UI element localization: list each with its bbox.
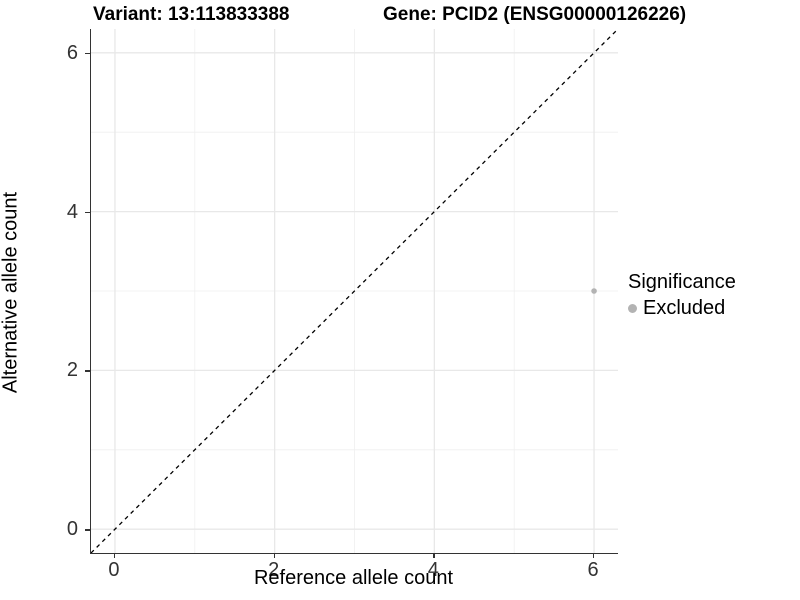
data-point bbox=[591, 288, 597, 294]
legend-title: Significance bbox=[628, 271, 736, 293]
x-tick-mark bbox=[113, 553, 116, 558]
excluded-point-icon bbox=[628, 304, 637, 313]
scatter-plot-canvas bbox=[91, 29, 618, 553]
y-tick-mark bbox=[85, 370, 90, 372]
y-tick-label: 4 bbox=[66, 200, 78, 223]
x-tick-mark bbox=[433, 553, 435, 558]
gene-title: Gene: PCID2 (ENSG00000126226) bbox=[383, 4, 687, 25]
x-tick-label: 2 bbox=[268, 559, 280, 581]
y-tick-label: 6 bbox=[66, 41, 78, 64]
legend-item-label: Excluded bbox=[643, 297, 726, 319]
legend-item-excluded: Excluded bbox=[628, 297, 736, 320]
x-tick-mark bbox=[273, 553, 276, 558]
y-tick-label: 0 bbox=[66, 518, 78, 541]
y-axis-title: Alternative allele count bbox=[0, 191, 22, 394]
x-tick-label: 0 bbox=[108, 559, 120, 581]
y-tick-mark bbox=[85, 52, 90, 55]
x-tick-label: 4 bbox=[427, 559, 439, 581]
y-tick-mark bbox=[85, 529, 90, 531]
y-tick-mark bbox=[85, 211, 90, 213]
y-tick-label: 2 bbox=[66, 359, 78, 382]
plot-panel bbox=[90, 29, 618, 554]
variant-title: Variant: 13:113833388 bbox=[93, 4, 290, 25]
x-tick-mark bbox=[593, 553, 595, 558]
x-axis-title: Reference allele count bbox=[253, 567, 453, 589]
x-tick-label: 6 bbox=[587, 559, 599, 581]
legend: Significance Excluded bbox=[628, 271, 736, 320]
